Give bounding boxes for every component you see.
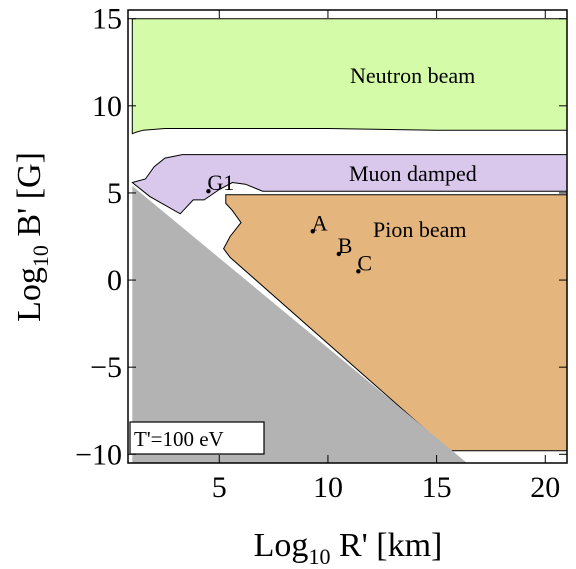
y-axis-title: Log10 B' [G] xyxy=(11,152,53,322)
annotation-box: T'=100 eV xyxy=(129,421,265,455)
region-muon-damped xyxy=(131,154,568,215)
point-layer: G1 ABC xyxy=(206,170,372,275)
x-axis-title-sub: 10 xyxy=(308,544,330,569)
region-neutron-beam xyxy=(131,18,568,135)
y-axis-title-sub: 10 xyxy=(28,245,53,267)
y-tick-label: −10 xyxy=(75,438,122,471)
label-muon-damped: Muon damped xyxy=(349,161,477,186)
y-axis-title-rest: B' [G] xyxy=(11,152,48,245)
x-axis-title-rest: R' [km] xyxy=(330,527,442,564)
x-tick-label: 15 xyxy=(422,471,452,504)
plot-frame xyxy=(127,9,568,464)
annotation-frame xyxy=(129,421,265,455)
y-tick-label: −5 xyxy=(90,351,122,384)
annotation-text: T'=100 eV xyxy=(134,427,224,451)
point-b-label: B xyxy=(338,233,353,258)
point-a-marker xyxy=(310,229,315,234)
point-g1-marker xyxy=(206,189,211,194)
y-tick-label: 15 xyxy=(92,3,122,36)
x-axis-title-base: Log xyxy=(254,527,309,564)
point-c-label: C xyxy=(357,250,372,275)
label-neutron-beam: Neutron beam xyxy=(350,63,475,88)
tick-layer: 5 10 15 20 15 10 5 0 −5 −10 xyxy=(75,3,567,504)
y-tick-label: 5 xyxy=(107,177,122,210)
x-tick-label: 10 xyxy=(313,471,343,504)
label-pion-beam: Pion beam xyxy=(373,217,467,242)
point-a-label: A xyxy=(312,210,328,235)
y-tick-label: 10 xyxy=(92,90,122,123)
point-b-marker xyxy=(336,251,342,257)
point-c-marker xyxy=(356,269,361,274)
x-tick-label: 20 xyxy=(530,471,560,504)
region-label-layer: Neutron beam Muon damped Pion beam xyxy=(349,63,477,242)
y-axis-title-base: Log xyxy=(11,267,48,322)
y-tick-label: 0 xyxy=(107,264,122,297)
point-g1-label: G1 xyxy=(207,170,234,195)
region-excluded xyxy=(132,186,468,463)
x-axis-title: Log10 R' [km] xyxy=(254,527,443,569)
region-layer xyxy=(131,18,568,463)
x-tick-label: 5 xyxy=(212,471,227,504)
